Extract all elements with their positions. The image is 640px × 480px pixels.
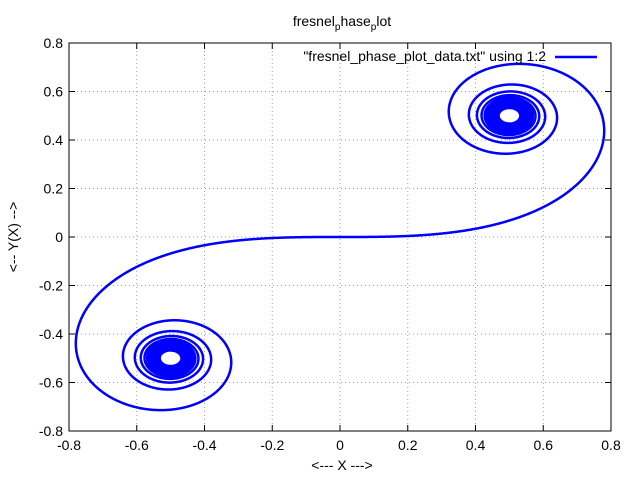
chart-title: fresnelphaseplot (293, 13, 391, 33)
y-tick-label: 0.8 (44, 35, 64, 51)
x-tick-label: 0 (336, 437, 344, 453)
x-tick-label: 0.4 (466, 437, 486, 453)
y-tick-label: 0.6 (44, 84, 64, 100)
plot-frame (68, 42, 612, 432)
y-tick-label: -0.8 (39, 423, 63, 439)
x-tick-label: -0.2 (260, 437, 284, 453)
series-line (74, 62, 606, 412)
legend: "fresnel_phase_plot_data.txt" using 1:2 (303, 48, 597, 64)
x-tick-label: 0.6 (534, 437, 554, 453)
x-tick-label: 0.2 (398, 437, 418, 453)
y-tick-label: 0.4 (44, 132, 64, 148)
y-axis-label: <-- Y(X) --> (5, 202, 21, 273)
x-tick-label: 0.8 (601, 437, 621, 453)
x-tick-labels: -0.8 -0.6 -0.4 -0.2 0 0.2 0.4 0.6 0.8 (57, 437, 621, 453)
y-tick-label: -0.4 (39, 326, 63, 342)
y-tick-label: -0.2 (39, 278, 63, 294)
x-tick-label: -0.4 (192, 437, 216, 453)
y-tick-label: 0 (55, 229, 63, 245)
x-tick-label: -0.6 (125, 437, 149, 453)
y-tick-label: 0.2 (44, 181, 64, 197)
y-tick-labels: -0.8 -0.6 -0.4 -0.2 0 0.2 0.4 0.6 0.8 (39, 35, 63, 439)
legend-label: "fresnel_phase_plot_data.txt" using 1:2 (303, 48, 546, 64)
x-tick-label: -0.8 (57, 437, 81, 453)
y-tick-label: -0.6 (39, 375, 63, 391)
x-axis-label: <--- X ---> (311, 457, 372, 473)
